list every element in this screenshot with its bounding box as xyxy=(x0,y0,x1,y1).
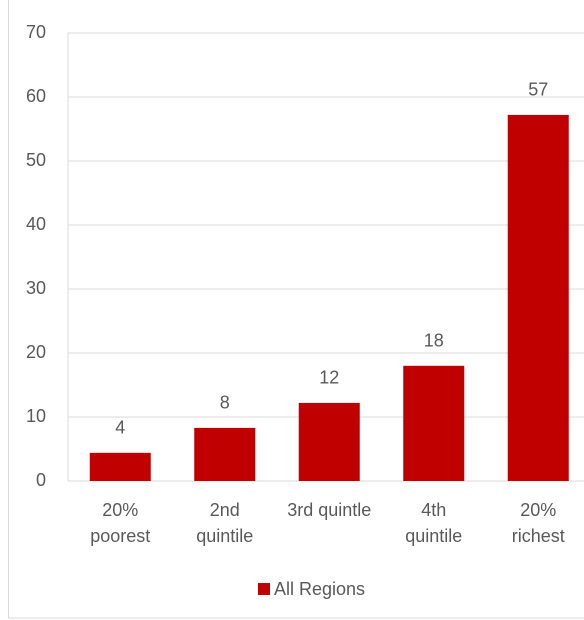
data-label: 8 xyxy=(220,393,230,413)
data-label: 4 xyxy=(115,418,125,438)
x-tick-label: 2nd quintile xyxy=(196,500,254,546)
x-tick-label: 20% richest xyxy=(511,500,565,546)
bar xyxy=(298,402,360,481)
y-tick-label: 40 xyxy=(26,214,46,234)
y-tick-label: 0 xyxy=(36,470,46,490)
x-tick-label: 3rd quintle xyxy=(287,500,372,520)
y-tick-label: 30 xyxy=(26,278,46,298)
y-tick-label: 20 xyxy=(26,342,46,362)
bar xyxy=(403,365,465,481)
data-label: 57 xyxy=(528,80,548,100)
x-tick-label: 4th quintile xyxy=(405,500,463,546)
y-tick-label: 60 xyxy=(26,86,46,106)
y-tick-label: 70 xyxy=(26,22,46,42)
legend-swatch xyxy=(258,583,270,595)
x-tick-label: 20% poorest xyxy=(90,500,151,546)
data-label: 12 xyxy=(319,368,339,388)
bar xyxy=(89,452,151,481)
y-tick-label: 10 xyxy=(26,406,46,426)
chart-border xyxy=(8,0,584,619)
data-label: 18 xyxy=(424,331,444,351)
y-tick-label: 50 xyxy=(26,150,46,170)
bar xyxy=(194,427,256,481)
legend-label: All Regions xyxy=(274,579,365,599)
bar xyxy=(507,114,569,482)
